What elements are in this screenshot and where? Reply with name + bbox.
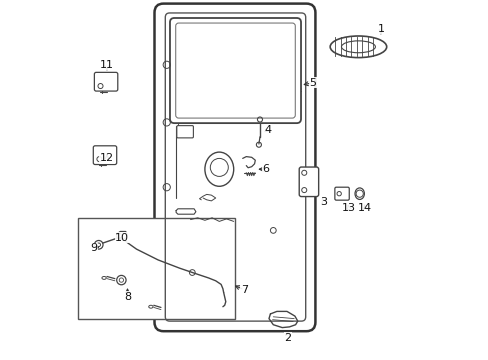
FancyBboxPatch shape — [170, 18, 301, 123]
Text: 6: 6 — [262, 164, 269, 174]
Text: 10: 10 — [115, 233, 129, 243]
Text: 5: 5 — [309, 78, 316, 88]
FancyBboxPatch shape — [334, 187, 348, 200]
Text: 2: 2 — [284, 333, 291, 343]
Text: 13: 13 — [341, 203, 355, 213]
Text: 12: 12 — [100, 153, 114, 163]
Text: 8: 8 — [123, 292, 131, 302]
FancyBboxPatch shape — [177, 126, 193, 138]
FancyBboxPatch shape — [299, 167, 318, 197]
FancyBboxPatch shape — [94, 72, 118, 91]
Ellipse shape — [204, 152, 233, 186]
Ellipse shape — [354, 188, 364, 199]
Bar — [78, 218, 234, 319]
Text: 14: 14 — [357, 203, 371, 213]
Text: 3: 3 — [320, 197, 326, 207]
Ellipse shape — [329, 36, 386, 58]
Ellipse shape — [148, 305, 153, 308]
Text: 4: 4 — [264, 125, 271, 135]
Text: 1: 1 — [377, 24, 384, 34]
Text: 9: 9 — [90, 243, 98, 253]
Text: 7: 7 — [241, 285, 247, 295]
Text: 11: 11 — [100, 60, 114, 70]
FancyBboxPatch shape — [93, 146, 117, 165]
Ellipse shape — [102, 276, 106, 279]
FancyBboxPatch shape — [154, 4, 315, 331]
